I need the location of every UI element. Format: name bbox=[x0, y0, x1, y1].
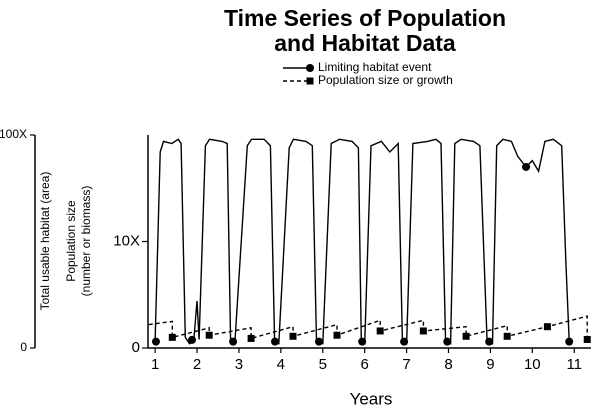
y2-tick-label: 0 bbox=[132, 339, 140, 356]
marker bbox=[270, 337, 279, 346]
marker bbox=[229, 337, 238, 346]
y-tick-label: 0 bbox=[20, 340, 27, 354]
marker bbox=[583, 335, 591, 343]
marker bbox=[522, 162, 531, 171]
marker bbox=[376, 327, 384, 335]
marker bbox=[333, 331, 341, 339]
marker bbox=[443, 337, 452, 346]
marker bbox=[289, 332, 297, 340]
x-tick-label: 3 bbox=[235, 356, 243, 373]
marker bbox=[358, 337, 367, 346]
series-line bbox=[154, 138, 570, 345]
legend-marker bbox=[306, 64, 314, 72]
marker bbox=[503, 332, 511, 340]
chart-title: Time Series of Population bbox=[224, 5, 506, 31]
y-axis-label: Total usable habitat (area) bbox=[38, 172, 52, 311]
series-line bbox=[148, 315, 588, 340]
x-tick-label: 4 bbox=[277, 356, 285, 373]
legend-label: Population size or growth bbox=[318, 73, 453, 87]
x-axis-label: Years bbox=[350, 389, 393, 408]
x-tick-label: 11 bbox=[566, 356, 582, 373]
y2-axis-label: Population size bbox=[64, 200, 78, 282]
marker bbox=[543, 323, 551, 331]
marker bbox=[419, 327, 427, 335]
x-tick-label: 5 bbox=[319, 356, 327, 373]
x-tick-label: 7 bbox=[402, 356, 410, 373]
marker bbox=[462, 332, 470, 340]
marker bbox=[485, 337, 494, 346]
marker bbox=[400, 337, 409, 346]
marker bbox=[314, 337, 323, 346]
marker bbox=[168, 333, 176, 341]
marker bbox=[151, 337, 160, 346]
marker bbox=[565, 337, 574, 346]
x-tick-label: 1 bbox=[151, 356, 159, 373]
marker bbox=[205, 331, 213, 339]
legend-marker bbox=[306, 77, 314, 85]
chart-title: and Habitat Data bbox=[274, 30, 456, 56]
x-tick-label: 10 bbox=[524, 356, 541, 373]
legend-label: Limiting habitat event bbox=[318, 60, 432, 74]
y2-tick-label: 10X bbox=[113, 232, 140, 249]
marker bbox=[188, 335, 197, 344]
x-tick-label: 9 bbox=[486, 356, 494, 373]
marker bbox=[247, 334, 255, 342]
y2-axis-label: (number or biomass) bbox=[79, 186, 93, 297]
x-tick-label: 6 bbox=[361, 356, 369, 373]
x-tick-label: 8 bbox=[444, 356, 452, 373]
y-tick-label: 100X bbox=[0, 127, 27, 141]
x-tick-label: 2 bbox=[193, 356, 201, 373]
